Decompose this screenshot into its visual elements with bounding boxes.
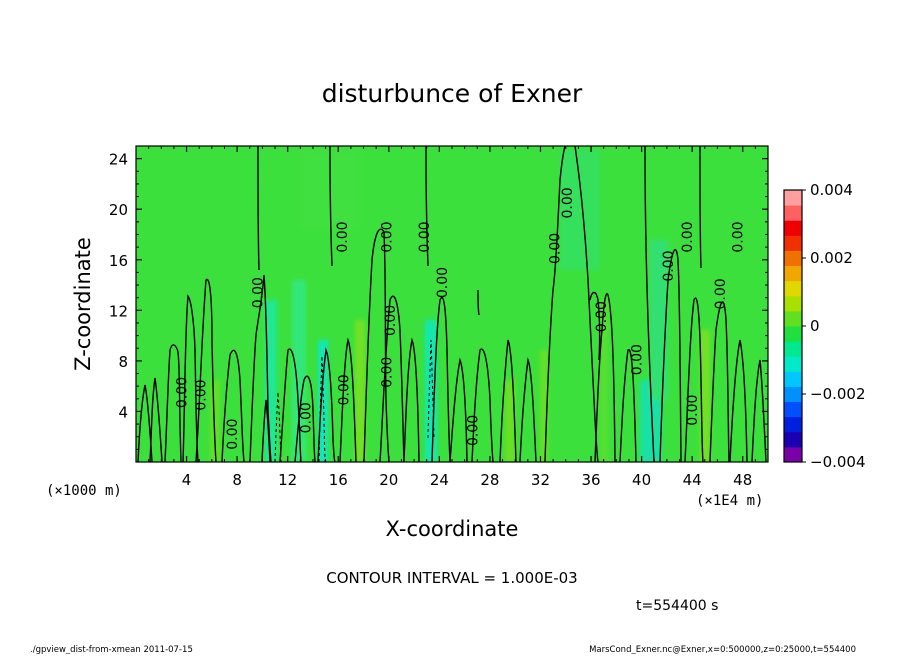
contour-label: 0.00 (685, 395, 701, 426)
contour-label: 0.00 (379, 221, 395, 252)
x-tick-label: 32 (531, 471, 550, 489)
field-shading (137, 146, 767, 462)
x-axis-label: X-coordinate (386, 517, 519, 541)
x-tick-label: 36 (581, 471, 600, 489)
x-tick-label: 44 (683, 471, 702, 489)
contour-label: 0.00 (335, 221, 351, 252)
colorbar-swatch (784, 265, 802, 282)
contour-label: 0.00 (713, 278, 729, 309)
x-tick-label: 20 (379, 471, 398, 489)
colorbar-tick-label: 0 (810, 317, 820, 335)
contour-label: 0.00 (417, 221, 433, 252)
contour-lines (137, 146, 767, 462)
x-unit-label: (×1000 m) (46, 483, 122, 499)
y-tick-label: 20 (109, 201, 128, 219)
y-tick-label: 4 (118, 403, 128, 421)
y-tick-label: 8 (118, 353, 128, 371)
contour-label: 0.00 (594, 301, 610, 332)
colorbar-swatch (784, 416, 802, 433)
chart-title: disturbunce of Exner (322, 79, 583, 108)
footer-right: MarsCond_Exner.nc@Exner,x=0:500000,z=0:2… (589, 645, 856, 654)
colorbar-tick-label: 0.004 (810, 181, 853, 199)
colorbar-tick-label: −0.004 (810, 453, 866, 471)
colorbar-swatch (784, 190, 802, 206)
y-tick-label: 24 (109, 151, 128, 169)
colorbar-tick-label: −0.002 (810, 385, 866, 403)
contour-label: 0.00 (250, 277, 266, 308)
contour-label: 0.00 (383, 305, 399, 336)
x-scale-label: (×1E4 m) (696, 493, 763, 509)
footer-left: ./gpview_dist-from-xmean 2011-07-15 (30, 645, 193, 654)
contour-label: 0.00 (560, 187, 576, 218)
x-tick-label: 4 (182, 471, 192, 489)
colorbar-swatch (784, 446, 802, 463)
colorbar-swatch (784, 341, 802, 357)
colorbar-swatch (784, 356, 802, 372)
colorbar-swatch (784, 310, 802, 327)
y-tick-label: 12 (109, 302, 128, 320)
contour-label: 0.00 (379, 357, 395, 388)
plot-area: 0.00 0.000.000.000.000.000.000.000.000.00… (135, 145, 769, 463)
negative-contours (274, 339, 435, 462)
colorbar-swatch (784, 386, 802, 403)
contour-label: 0.00 (661, 250, 677, 281)
contour-label: 0.00 (680, 221, 696, 252)
y-axis-label: Z-coordinate (71, 237, 95, 371)
contour-label: 0.00 (435, 267, 451, 298)
colorbar: 0.004 0.002 0 −0.002 −0.004 (783, 181, 866, 471)
x-tick-label: 16 (329, 471, 348, 489)
contour-interval-label: CONTOUR INTERVAL = 1.000E-03 (326, 569, 577, 587)
contour-labels: 0.00 0.000.000.000.000.000.000.000.000.00… (175, 187, 747, 449)
colorbar-swatch (784, 371, 802, 387)
colorbar-swatch (784, 220, 802, 236)
x-tick-label: 8 (232, 471, 242, 489)
time-label: t=554400 s (636, 598, 718, 614)
x-axis: 4 8 12 16 20 24 28 32 36 40 44 48 (148, 146, 756, 489)
colorbar-swatch (784, 326, 802, 342)
contour-label: 0.00 (175, 377, 191, 408)
x-tick-label: 12 (278, 471, 297, 489)
colorbar-swatch (784, 250, 802, 267)
x-tick-label: 28 (480, 471, 499, 489)
colorbar-swatch (784, 401, 802, 418)
x-tick-label: 40 (632, 471, 651, 489)
contour-label: 0.00 (336, 374, 352, 405)
colorbar-swatch (784, 280, 802, 297)
y-axis: 4 8 12 16 20 24 (109, 145, 768, 450)
contour-label: 0.00 (547, 233, 563, 264)
colorbar-swatch (784, 235, 802, 251)
contour-label: 0.00 (298, 402, 314, 433)
colorbar-swatch (784, 431, 802, 448)
contour-label: 0.00 (731, 221, 747, 252)
y-tick-label: 16 (109, 252, 128, 270)
field-background (136, 146, 768, 462)
contour-label: 0.00 (225, 419, 241, 450)
contour-label: 0.00 (194, 379, 210, 410)
colorbar-swatch (784, 295, 802, 312)
colorbar-swatch (784, 205, 802, 221)
contour-label: 0.00 (465, 415, 481, 446)
contour-label: 0.00 (630, 344, 646, 375)
x-tick-label: 24 (430, 471, 449, 489)
x-tick-label: 48 (733, 471, 752, 489)
colorbar-tick-label: 0.002 (810, 249, 853, 267)
